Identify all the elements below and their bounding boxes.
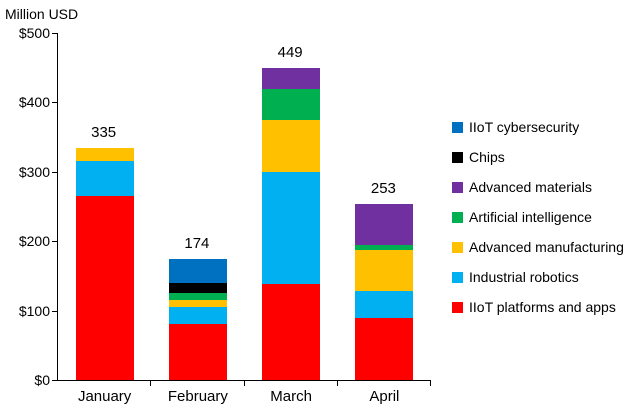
x-axis-category-label: January — [77, 388, 132, 405]
y-axis-tick-mark — [52, 171, 58, 173]
legend: IIoT cybersecurity Chips Advanced material… — [452, 112, 624, 322]
bar-segment — [355, 204, 414, 245]
x-axis-tick-mark — [244, 380, 245, 386]
y-axis-tick-mark — [52, 33, 58, 34]
legend-color-swatch — [452, 301, 463, 313]
x-axis-category-label: February — [167, 388, 228, 405]
bar-segment — [168, 324, 227, 380]
bar-segment — [355, 244, 414, 250]
legend-label: Advanced manufacturing — [469, 239, 624, 255]
y-axis-tick-mark — [52, 241, 58, 243]
bar-segment — [75, 161, 134, 197]
x-axis-tick-mark — [337, 380, 338, 386]
legend-color-swatch — [452, 211, 463, 223]
plot-area: January February March April — [52, 33, 431, 405]
legend-item: IIoT platforms and apps — [452, 292, 624, 322]
legend-color-swatch — [452, 241, 463, 253]
y-axis-tick-label: $0 — [34, 372, 50, 388]
bar-segment — [355, 317, 414, 380]
y-axis-tick-label: $300 — [18, 163, 50, 180]
legend-item: Industrial robotics — [452, 262, 624, 292]
y-axis-tick-label: $500 — [18, 25, 50, 41]
legend-item: Artificial intelligence — [452, 202, 624, 232]
bar-total-label: 174 — [184, 235, 210, 253]
legend-label: Industrial robotics — [469, 269, 579, 285]
bar-total-label: 253 — [370, 180, 396, 198]
legend-item: Advanced materials — [452, 172, 624, 202]
legend-color-swatch — [452, 181, 463, 193]
legend-label: Artificial intelligence — [469, 209, 592, 225]
bar-segment — [355, 249, 414, 292]
legend-label: IIoT cybersecurity — [469, 119, 580, 135]
legend-item: Advanced manufacturing — [452, 232, 624, 262]
y-axis-tick-label: $100 — [18, 302, 50, 319]
bar-segment — [262, 119, 321, 172]
y-axis-tick-label: $200 — [18, 233, 50, 250]
y-axis-tick-mark — [52, 102, 58, 104]
x-axis-tick-mark — [150, 380, 151, 386]
legend-color-swatch — [452, 121, 463, 133]
legend-item: Chips — [452, 142, 624, 172]
bar-segment — [75, 196, 134, 380]
bar-total-label: 335 — [91, 123, 117, 141]
bar-segment — [168, 300, 227, 308]
y-axis-tick-label: $400 — [18, 94, 50, 111]
bar-segment — [355, 291, 414, 318]
bar-segment — [168, 293, 227, 301]
bar-segment — [262, 284, 321, 380]
bar-segment — [168, 307, 227, 325]
legend-label: IIoT platforms and apps — [469, 299, 616, 315]
bar-segment — [168, 259, 227, 283]
bar-segment — [168, 282, 227, 294]
bar-segment — [262, 88, 321, 120]
y-axis-tick-mark — [52, 380, 58, 381]
legend-label: Chips — [469, 149, 505, 165]
bar-segment — [262, 171, 321, 285]
bar-total-label: 449 — [277, 44, 303, 62]
y-axis-title: Million USD — [5, 6, 79, 22]
legend-label: Advanced materials — [469, 179, 592, 195]
x-axis-tick-mark — [430, 380, 431, 386]
x-axis-category-label: April — [369, 388, 400, 405]
bar-segment — [262, 68, 321, 89]
legend-color-swatch — [452, 271, 463, 283]
x-axis-category-label: March — [270, 388, 312, 405]
y-axis-tick-mark — [52, 310, 58, 312]
bar-segment — [75, 147, 134, 162]
legend-color-swatch — [452, 151, 463, 163]
legend-item: IIoT cybersecurity — [452, 112, 624, 142]
